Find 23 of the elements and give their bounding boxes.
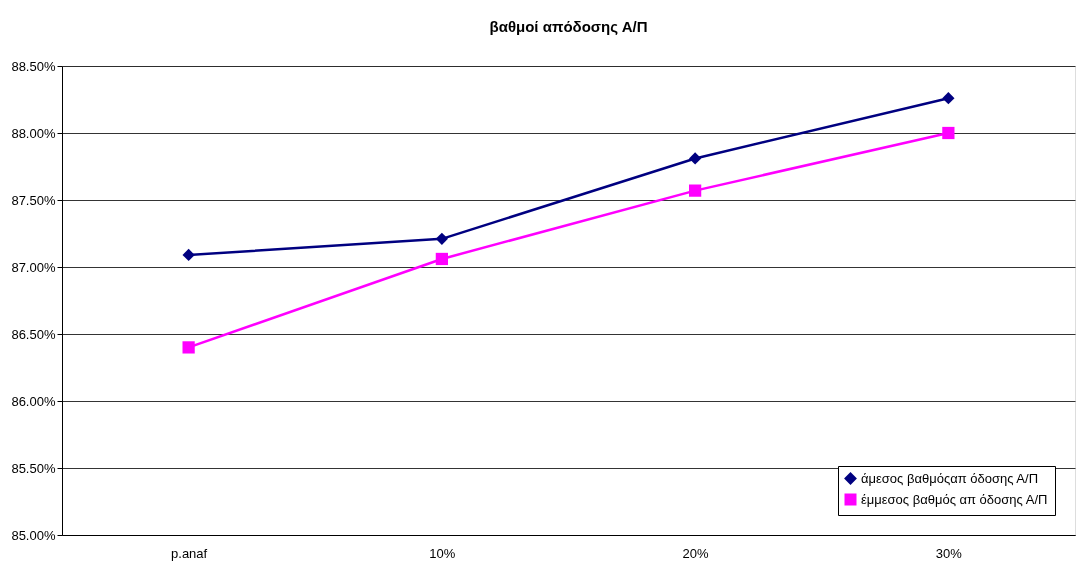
point — [435, 232, 448, 245]
point — [689, 184, 702, 197]
x-tick-label: 20% — [682, 545, 710, 561]
x-tick-label: 30% — [935, 545, 963, 561]
y-tick-label: 86.00% — [11, 393, 56, 409]
x-tick-label: p.anaf — [171, 545, 208, 561]
legend-label: άμεσος βαθμόςαπ όδοσης Α/Π — [861, 470, 1039, 486]
y-tick-label: 87.00% — [11, 259, 56, 275]
point — [942, 92, 955, 105]
x-tick-label: 10% — [429, 545, 456, 561]
chart-title: βαθμοί απόδοσης Α/Π — [489, 18, 648, 35]
point — [435, 252, 448, 266]
y-tick-label: 85.50% — [11, 460, 56, 476]
y-tick-label: 88.50% — [11, 58, 56, 74]
y-tick-label: 85.00% — [11, 527, 56, 543]
legend-label: έμμεσος βαθμός απ όδοσης Α/Π — [861, 491, 1048, 507]
y-tick-label: 86.50% — [11, 326, 56, 342]
y-tick-label: 87.50% — [11, 192, 56, 208]
point — [182, 248, 195, 262]
point — [689, 152, 702, 165]
y-tick-label: 88.00% — [11, 125, 56, 141]
point — [942, 126, 955, 140]
point — [182, 341, 195, 354]
